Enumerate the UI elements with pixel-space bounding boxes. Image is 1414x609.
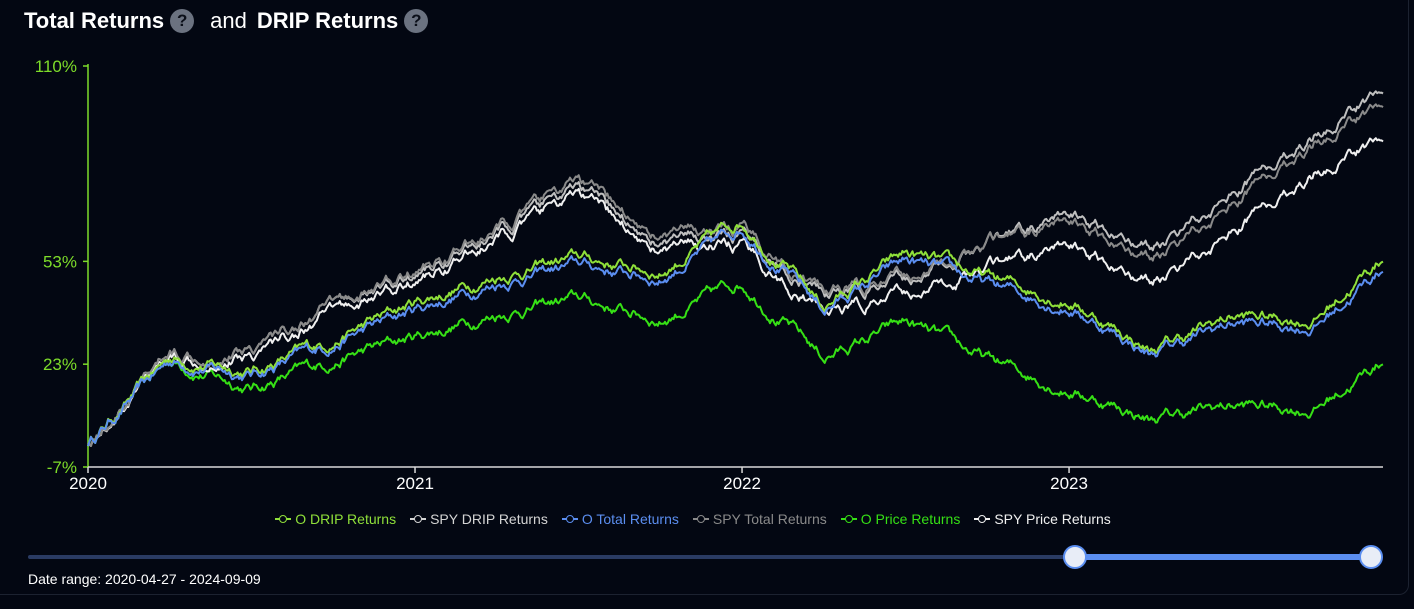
legend-label: O Total Returns	[581, 511, 679, 527]
legend-item-o-price-returns[interactable]: O Price Returns	[840, 511, 961, 527]
x-tick-label: 2021	[396, 474, 434, 493]
series-line-o-price-returns	[87, 280, 1384, 447]
legend-item-spy-drip-returns[interactable]: SPY DRIP Returns	[410, 511, 548, 527]
range-start-handle[interactable]	[1063, 545, 1087, 569]
series-line-spy-price-returns	[87, 137, 1384, 447]
legend-marker-icon	[692, 514, 709, 524]
chart-title: Total Returns ? and DRIP Returns ?	[24, 6, 429, 36]
chart-card	[0, 0, 1409, 595]
legend-marker-icon	[410, 514, 427, 524]
legend-label: SPY Total Returns	[712, 511, 827, 527]
help-icon-drip-returns[interactable]: ?	[404, 9, 429, 33]
legend-label: SPY DRIP Returns	[430, 511, 548, 527]
returns-line-chart: 110% 53% 23% -7%2020 2021 2022 2023	[35, 57, 1384, 493]
y-tick-label: 23%	[43, 355, 77, 374]
title-total-returns: Total Returns	[24, 8, 165, 33]
legend-marker-icon	[561, 514, 578, 524]
date-range-slider[interactable]	[28, 545, 1383, 569]
legend-label: O DRIP Returns	[295, 511, 397, 527]
y-tick-label: 110%	[35, 57, 77, 76]
legend-label: SPY Price Returns	[994, 511, 1111, 527]
series-line-o-total-returns	[87, 228, 1384, 447]
x-tick-label: 2020	[69, 474, 107, 493]
chart-legend: O DRIP Returns SPY DRIP Returns O Total Re…	[0, 511, 1386, 527]
x-tick-label: 2022	[723, 474, 761, 493]
legend-marker-icon	[840, 514, 857, 524]
series-line-o-drip-returns	[87, 221, 1384, 447]
range-end-handle[interactable]	[1359, 545, 1383, 569]
legend-marker-icon	[974, 514, 991, 524]
legend-item-spy-price-returns[interactable]: SPY Price Returns	[974, 511, 1111, 527]
date-range-selection	[1073, 554, 1370, 560]
y-tick-label: -7%	[47, 458, 77, 477]
legend-item-o-drip-returns[interactable]: O DRIP Returns	[275, 511, 396, 527]
legend-item-o-total-returns[interactable]: O Total Returns	[561, 511, 679, 527]
legend-label: O Price Returns	[860, 511, 961, 527]
date-range-label: Date range: 2020-04-27 - 2024-09-09	[28, 571, 261, 587]
legend-marker-icon	[275, 514, 292, 524]
legend-item-spy-total-returns[interactable]: SPY Total Returns	[692, 511, 827, 527]
title-drip-returns: DRIP Returns	[256, 8, 399, 33]
title-and: and	[210, 8, 247, 33]
series-line-spy-total-returns	[87, 103, 1384, 447]
help-icon-total-returns[interactable]: ?	[170, 9, 195, 33]
x-tick-label: 2023	[1050, 474, 1088, 493]
y-tick-label: 53%	[43, 252, 77, 271]
series-line-spy-drip-returns	[87, 90, 1384, 447]
